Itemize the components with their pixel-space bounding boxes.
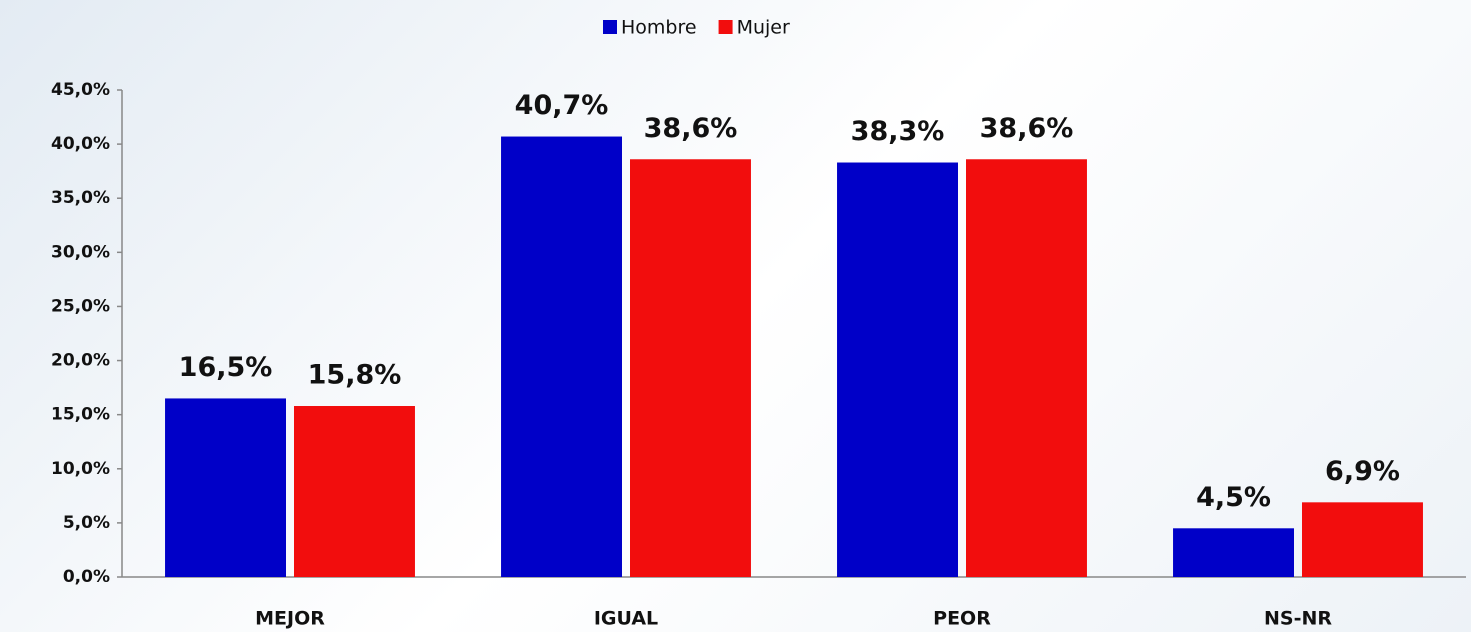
value-label: 6,9% bbox=[1325, 456, 1400, 487]
y-tick-label: 35,0% bbox=[51, 188, 110, 208]
bar bbox=[294, 406, 415, 577]
y-tick-label: 10,0% bbox=[51, 459, 110, 479]
legend-swatch bbox=[603, 20, 617, 34]
value-label: 38,3% bbox=[851, 116, 945, 147]
x-tick-label: PEOR bbox=[933, 608, 991, 630]
value-label: 4,5% bbox=[1196, 482, 1271, 513]
value-label: 38,6% bbox=[980, 113, 1074, 144]
y-tick-label: 40,0% bbox=[51, 134, 110, 154]
bar bbox=[1302, 502, 1423, 577]
x-tick-label: MEJOR bbox=[255, 608, 325, 630]
y-tick-label: 25,0% bbox=[51, 296, 110, 316]
y-tick-label: 45,0% bbox=[51, 80, 110, 100]
value-label: 16,5% bbox=[179, 352, 273, 383]
x-tick-label: NS-NR bbox=[1264, 608, 1332, 630]
y-tick-label: 15,0% bbox=[51, 405, 110, 425]
legend-label: Mujer bbox=[737, 17, 790, 39]
bar bbox=[501, 136, 622, 577]
value-label: 38,6% bbox=[644, 113, 738, 144]
bar bbox=[1173, 528, 1294, 577]
value-label: 40,7% bbox=[515, 90, 609, 121]
y-tick-label: 30,0% bbox=[51, 242, 110, 262]
y-tick-label: 5,0% bbox=[63, 513, 110, 533]
x-tick-label: IGUAL bbox=[594, 608, 658, 630]
y-tick-label: 0,0% bbox=[63, 567, 110, 587]
y-tick-label: 20,0% bbox=[51, 351, 110, 371]
bar bbox=[165, 398, 286, 577]
bar bbox=[837, 162, 958, 577]
bar bbox=[630, 159, 751, 578]
bar bbox=[966, 159, 1087, 578]
legend-label: Hombre bbox=[621, 17, 697, 39]
legend-swatch bbox=[718, 20, 733, 34]
value-label: 15,8% bbox=[308, 360, 402, 391]
